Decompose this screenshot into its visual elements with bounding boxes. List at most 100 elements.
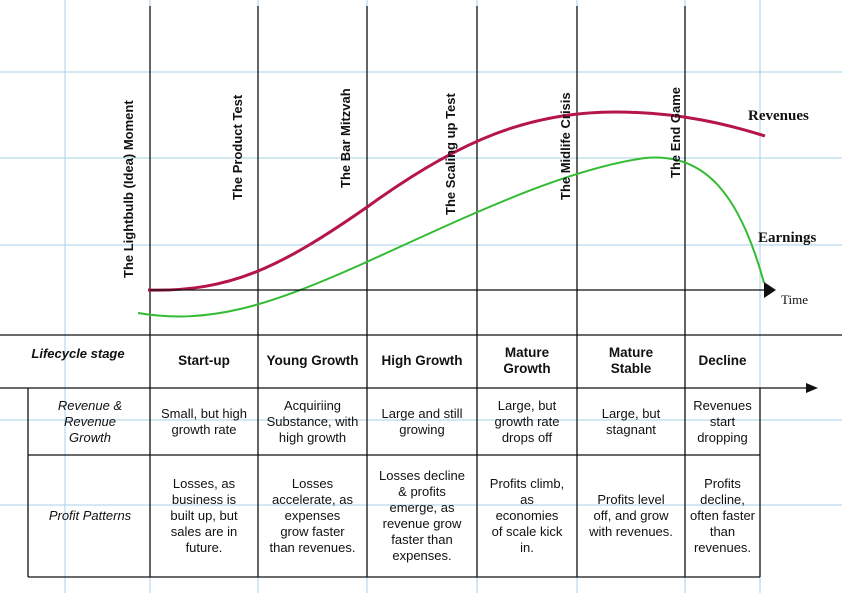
milestone-label: The Scaling up Test [443, 92, 458, 215]
milestone-label: The Lightbulb (Idea) Moment [121, 100, 136, 278]
revenue-growth-cell: Large, but stagnant [577, 390, 685, 454]
cell-line: Start-up [178, 353, 230, 368]
cell-line: Young Growth [266, 353, 359, 368]
stage-header-cell: Mature Growth [477, 337, 577, 385]
revenue-growth-cell: Large and still growing [367, 390, 477, 454]
cell-line: high growth [278, 430, 347, 445]
profit-pattern-cell-text: Losses, as business is built up, but sales … [170, 476, 237, 556]
revenue-growth-header: Revenue & Revenue Growth [30, 390, 150, 454]
cell-line: stagnant [606, 422, 656, 437]
profit-pattern-cell-text: Profits level off, and grow with revenues. [589, 492, 673, 540]
profit-pattern-cell: Profits level off, and grow with revenues. [577, 457, 685, 575]
stage-header-cell: Start-up [150, 337, 258, 385]
cell-line: expenses [284, 508, 341, 523]
milestone-label: The Midlife Crisis [558, 92, 573, 200]
stage-header-cell-text: Mature Stable [609, 345, 653, 377]
stage-header-cell-text: Mature Growth [503, 345, 550, 377]
milestone-label: The End Game [668, 87, 683, 178]
profit-pattern-cell-text: Profits climb, as economies of scale kick in… [490, 476, 564, 556]
revenue-growth-cell: Revenues start dropping [685, 390, 760, 454]
stage-header-cell: Young Growth [258, 337, 367, 385]
stage-header-cell: High Growth [367, 337, 477, 385]
cell-line: often faster [689, 508, 756, 523]
milestone-label: The Bar Mitzvah [338, 88, 353, 188]
revenue-curve [147, 110, 766, 292]
lifecycle-stage-header: Lifecycle stage [31, 346, 125, 361]
profit-pattern-cell: Losses, as business is built up, but sales … [150, 457, 258, 575]
revenue-growth-cell: Small, but high growth rate [150, 390, 258, 454]
cell-line: Losses decline [379, 468, 465, 483]
stage-header-cell: Decline [685, 337, 760, 385]
cell-line: Small, but high [161, 406, 247, 421]
profit-pattern-cell-text: Profits decline, often faster than revenue… [687, 476, 758, 556]
cell-line: Losses [291, 476, 334, 491]
cell-line: Growth [69, 430, 111, 445]
earnings-label: Earnings [758, 230, 817, 246]
cell-line: Large, but [497, 398, 557, 413]
cell-line: Mature [504, 345, 550, 360]
time-axis-arrowhead [764, 282, 776, 298]
profit-pattern-cell: Profits climb, as economies of scale kick in… [477, 457, 577, 575]
cell-line: & profits [398, 484, 446, 499]
cell-line: High Growth [381, 353, 463, 368]
cell-line: Revenue & [57, 398, 123, 413]
cell-line: with revenues. [589, 524, 673, 539]
revenue-growth-cell-text: Large, but growth rate drops off [494, 398, 559, 446]
cell-line: Revenues [693, 398, 752, 413]
cell-line: growth rate [171, 422, 237, 437]
cell-line: built up, but [170, 508, 238, 523]
cell-line: Revenue [63, 414, 117, 429]
stage-header-cell-text: High Growth [382, 353, 463, 369]
cell-line: Stable [610, 361, 652, 376]
cell-line: grow faster [280, 524, 345, 539]
milestone-label: The Product Test [230, 94, 245, 200]
revenue-growth-cell-text: Large, but stagnant [602, 406, 661, 438]
cell-line: Profits climb, [489, 476, 565, 491]
profit-pattern-cell: Profits decline, often faster than revenue… [685, 457, 760, 575]
cell-line: emerge, as [389, 500, 455, 515]
milestone-labels: The Lightbulb (Idea) Moment The Product T… [121, 87, 683, 278]
profit-pattern-cell: Losses accelerate, as expenses grow faster t… [258, 457, 367, 575]
stage-header-cell: Mature Stable [577, 337, 685, 385]
cell-line: growth rate [494, 414, 560, 429]
revenue-growth-cell: Acquiriing Substance, with high growth [258, 390, 367, 454]
revenue-growth-header-text: Revenue & Revenue Growth [58, 398, 122, 446]
cell-line: Large and still [381, 406, 463, 421]
cell-line: sales are in [170, 524, 238, 539]
stage-header-cell-text: Young Growth [267, 353, 359, 369]
earnings-curve [137, 156, 765, 318]
cell-line: revenue grow [382, 516, 462, 531]
cell-line: accelerate, as [272, 492, 353, 507]
cell-line: drops off [501, 430, 553, 445]
cell-line: business is [171, 492, 237, 507]
cell-line: Growth [503, 361, 551, 376]
cell-line: Profit Patterns [48, 508, 132, 523]
cell-line: start dropping [697, 414, 748, 445]
stage-dividers [0, 6, 842, 578]
profit-pattern-cell-text: Losses accelerate, as expenses grow faster t… [269, 476, 355, 556]
cell-line: than revenues. [693, 524, 752, 555]
cell-line: Profits level [597, 492, 665, 507]
cell-line: Acquiriing [283, 398, 342, 413]
revenue-growth-cell-text: Small, but high growth rate [161, 406, 247, 438]
cell-line: growing [399, 422, 445, 437]
cell-line: faster than [391, 532, 453, 547]
cell-line: than revenues. [269, 540, 356, 555]
cell-line: off, and grow [593, 508, 669, 523]
revenues-label: Revenues [748, 108, 809, 124]
cell-line: Substance, with [266, 414, 359, 429]
revenue-growth-cell: Large, but growth rate drops off [477, 390, 577, 454]
cell-line: future. [185, 540, 223, 555]
revenue-growth-cell-text: Acquiriing Substance, with high growth [267, 398, 359, 446]
cell-line: in. [520, 540, 534, 555]
cell-line: Mature [608, 345, 654, 360]
cell-line: Profits decline, [700, 476, 745, 507]
cell-line: economies [495, 508, 559, 523]
profit-patterns-header: Profit Patterns [30, 457, 150, 575]
axes [0, 282, 818, 393]
profit-pattern-cell-text: Losses decline & profits emerge, as revenue… [379, 468, 465, 564]
profit-patterns-header-text: Profit Patterns [49, 508, 131, 524]
revenue-growth-cell-text: Large and still growing [382, 406, 463, 438]
